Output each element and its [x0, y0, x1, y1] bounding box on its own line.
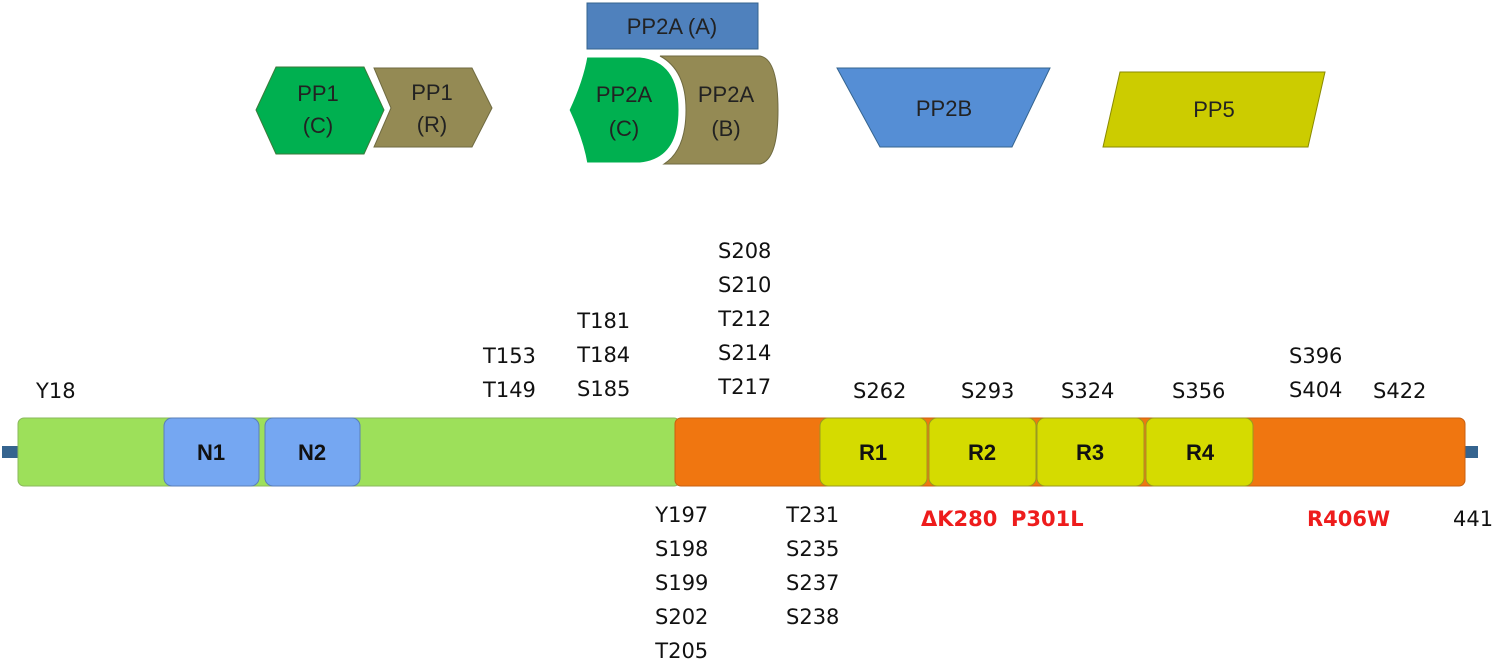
tau-protein-bar: N1 N2 R1 R2 R3 R4 — [2, 417, 1478, 487]
domain-n2-label: N2 — [298, 440, 326, 465]
pp2a-c-line2: (C) — [609, 116, 640, 141]
site-label: S214 — [718, 341, 772, 365]
site-group-y18: Y18 — [36, 374, 76, 408]
site-label: T217 — [718, 375, 772, 399]
site-group-s324: S324 — [1061, 374, 1114, 408]
domain-r4 — [1145, 417, 1254, 487]
site-label: T205 — [655, 639, 709, 663]
site-label: Y18 — [36, 379, 76, 403]
domain-r3 — [1036, 417, 1145, 487]
site-group-y197: Y197 S198 S199 S202 T205 — [655, 498, 708, 668]
site-group-t181: T181 T184 S185 — [577, 304, 630, 406]
site-label: S262 — [853, 379, 907, 403]
site-label: S422 — [1373, 379, 1427, 403]
pp2a-catalytic-shape: PP2A (C) — [566, 54, 682, 166]
pp1-r-line1: PP1 — [411, 80, 453, 105]
site-group-s293: S293 — [961, 374, 1014, 408]
pp2a-regulatory-shape: PP2A (B) — [659, 55, 779, 165]
pp1-catalytic-shape: PP1 (C) — [255, 66, 385, 155]
pp2a-b-line2: (B) — [711, 116, 740, 141]
site-group-s208: S208 S210 T212 S214 T217 — [718, 234, 771, 404]
site-label: S237 — [786, 571, 840, 595]
site-label: S202 — [655, 605, 709, 629]
pp5-shape: PP5 — [1102, 71, 1326, 148]
pp1-regulatory-shape: PP1 (R) — [373, 67, 493, 148]
domain-r1-label: R1 — [859, 440, 887, 465]
site-group-s396: S396 S404 — [1289, 339, 1342, 407]
pp1-r-line2: (R) — [417, 112, 448, 137]
site-label: S356 — [1172, 379, 1226, 403]
site-label: S238 — [786, 605, 840, 629]
site-label: T181 — [577, 309, 631, 333]
pp2b-shape: PP2B — [836, 67, 1051, 148]
site-group-s356: S356 — [1172, 374, 1225, 408]
pp2b-label: PP2B — [916, 96, 972, 121]
site-label: S199 — [655, 571, 709, 595]
domain-r1 — [819, 417, 928, 487]
pp2a-b-line1: PP2A — [698, 82, 755, 107]
end-residue-label: 441 — [1453, 507, 1494, 531]
linker-right — [1462, 446, 1478, 458]
site-label: S235 — [786, 537, 840, 561]
site-label: S324 — [1061, 379, 1115, 403]
mutation-p301l: P301L — [1011, 507, 1084, 531]
domain-r3-label: R3 — [1076, 440, 1104, 465]
pp2a-c-line1: PP2A — [596, 82, 653, 107]
site-label: T231 — [786, 503, 840, 527]
site-label: T212 — [718, 307, 772, 331]
mutation-dk280: ΔK280 — [921, 507, 998, 531]
pp1-c-line1: PP1 — [297, 81, 339, 106]
pp1-c-line2: (C) — [303, 113, 334, 138]
linker-left — [2, 446, 20, 458]
pp2a-a-label: PP2A (A) — [627, 14, 717, 39]
site-label: T184 — [577, 343, 631, 367]
site-label: S293 — [961, 379, 1015, 403]
domain-r4-label: R4 — [1186, 440, 1215, 465]
pp5-label: PP5 — [1193, 97, 1235, 122]
domain-n1 — [163, 417, 260, 487]
domain-r2 — [928, 417, 1037, 487]
site-group-s422: S422 — [1373, 374, 1426, 408]
site-label: S404 — [1289, 378, 1343, 402]
site-label: S198 — [655, 537, 709, 561]
site-label: T153 — [483, 344, 536, 368]
site-label: S210 — [718, 273, 772, 297]
pp2a-scaffold-shape: PP2A (A) — [586, 2, 759, 50]
site-label: S396 — [1289, 344, 1343, 368]
domain-n1-label: N1 — [197, 440, 225, 465]
site-group-s262: S262 — [853, 374, 906, 408]
mutation-r406w: R406W — [1307, 507, 1391, 531]
domain-r2-label: R2 — [968, 440, 996, 465]
site-label: Y197 — [655, 503, 709, 527]
site-label: S185 — [577, 377, 631, 401]
site-group-t231: T231 S235 S237 S238 — [786, 498, 839, 634]
site-label: T149 — [483, 378, 536, 402]
site-group-t153: T153 T149 — [483, 339, 536, 407]
domain-n2 — [264, 417, 361, 487]
site-label: S208 — [718, 239, 772, 263]
